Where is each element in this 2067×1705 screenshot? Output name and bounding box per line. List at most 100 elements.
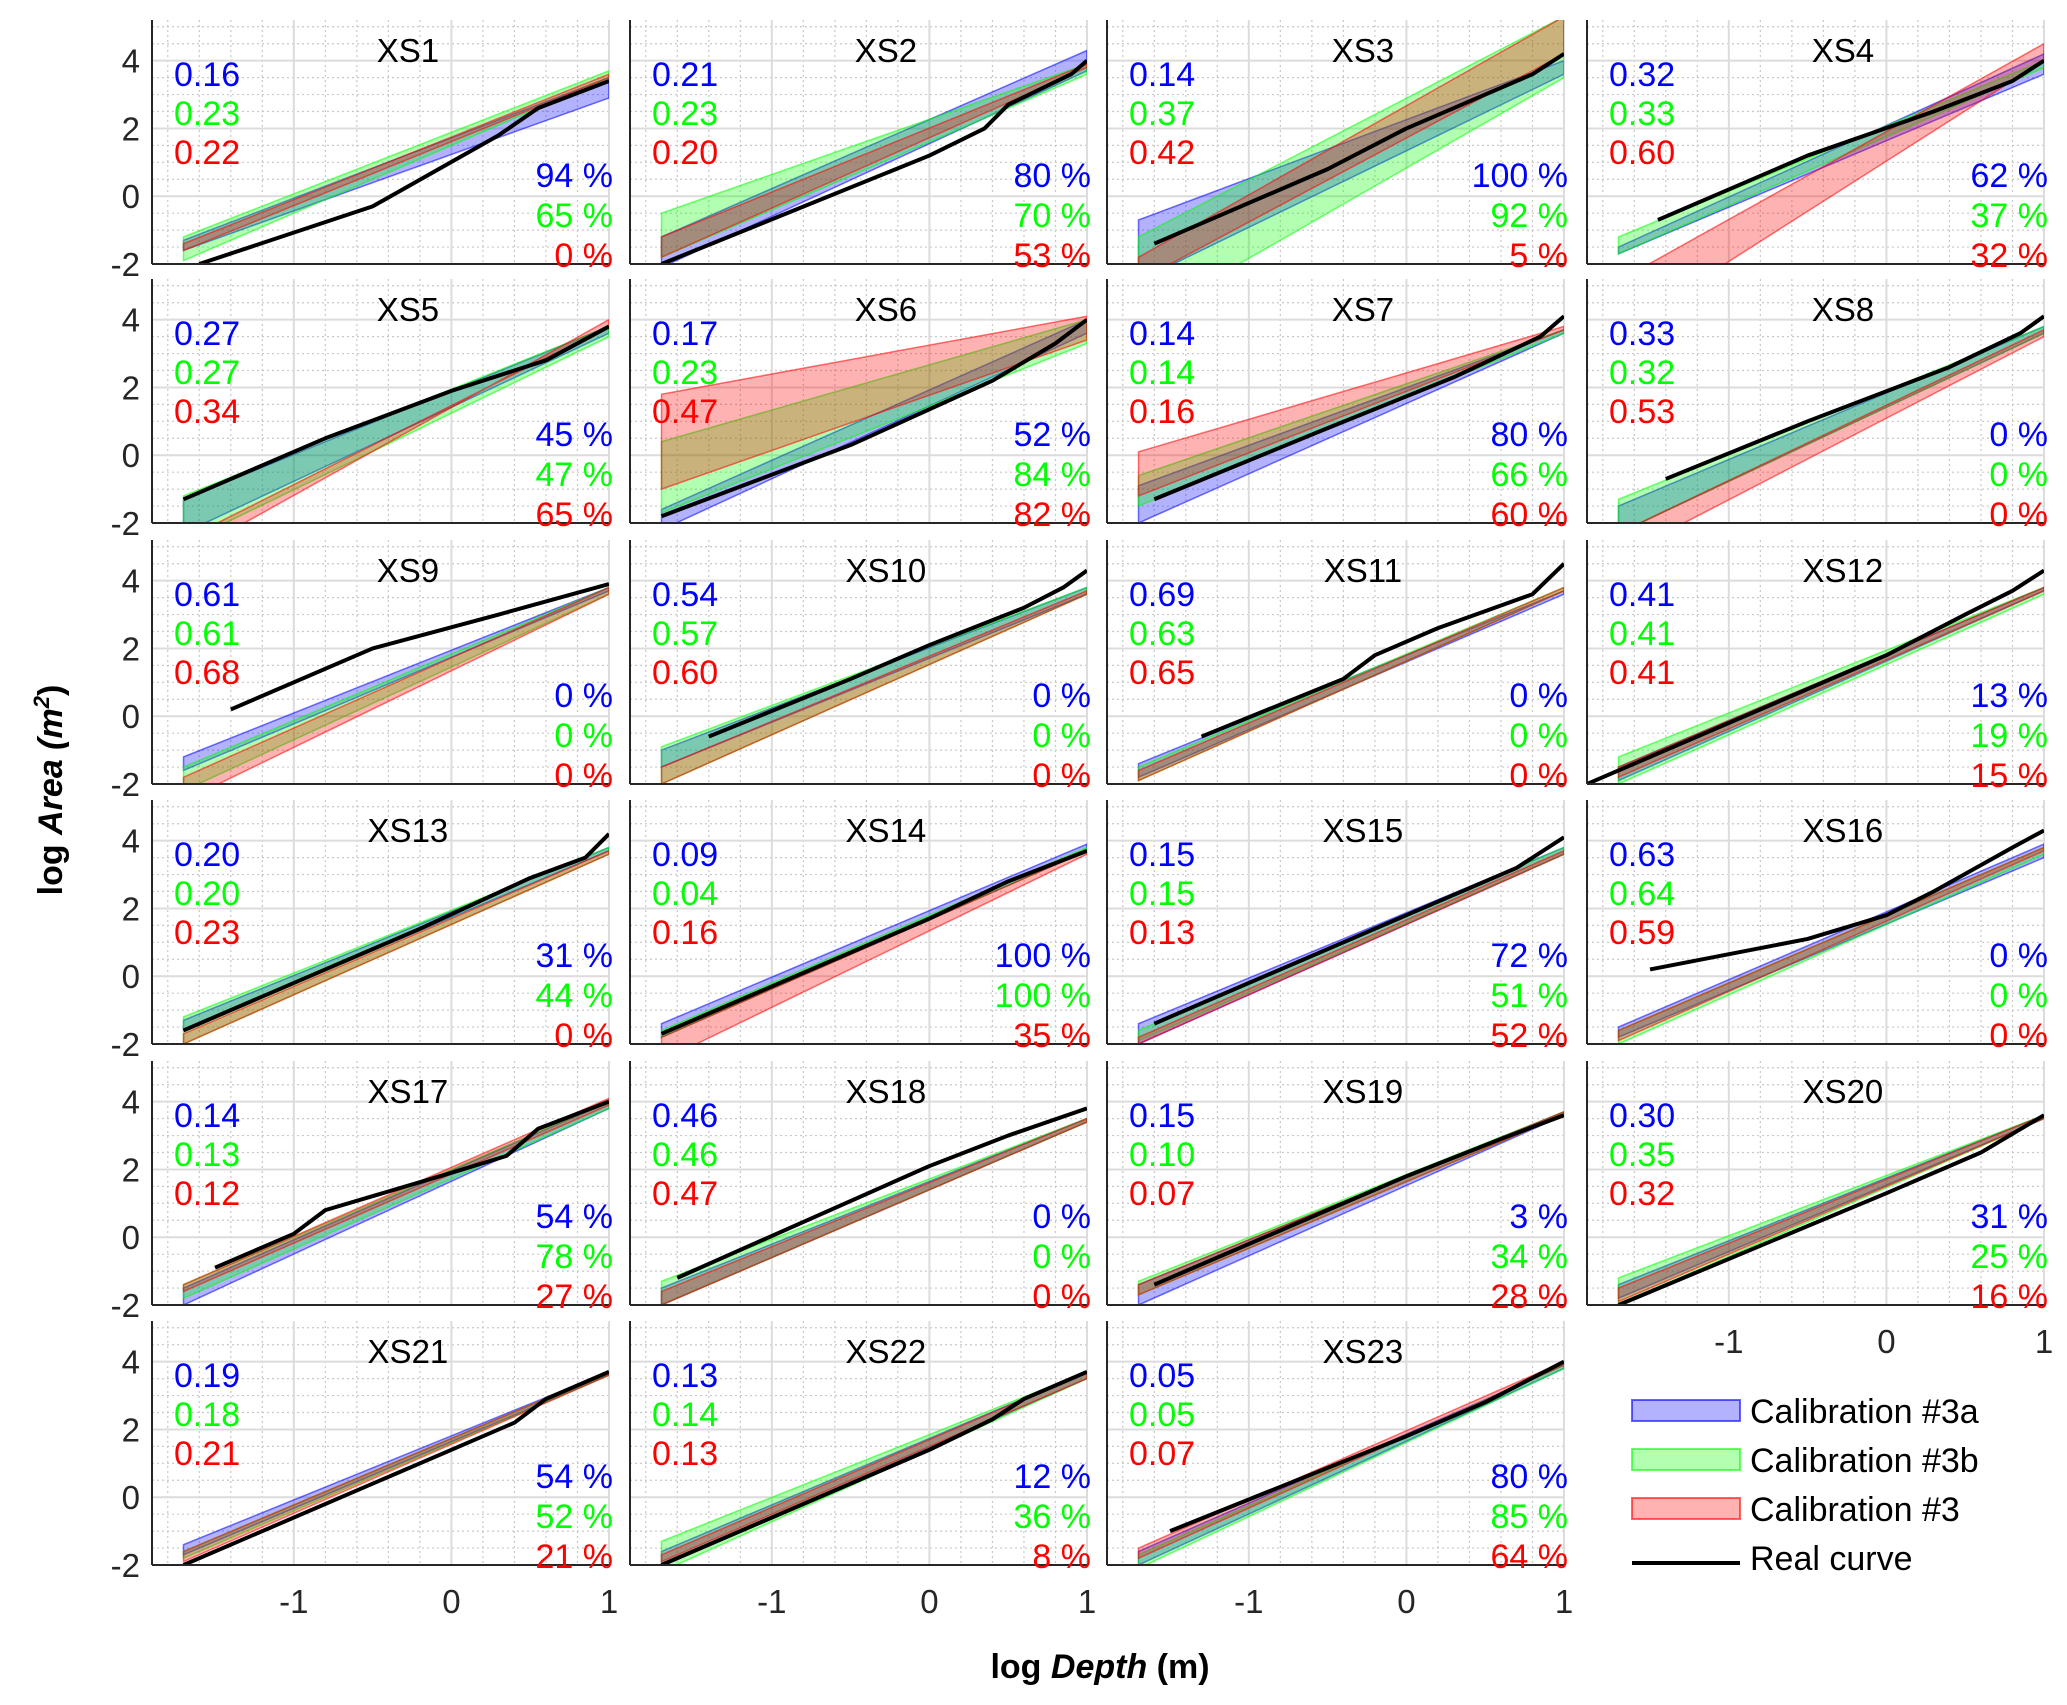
band-cal3 [1137,586,1564,782]
percent-cal3a: 0 % [1509,677,1568,715]
value-cal3a: 0.33 [1609,315,1675,353]
percent-cal3: 60 % [1491,496,1569,534]
band-cal3 [660,315,1087,491]
percent-cal3a: 100 % [995,937,1091,975]
y-tick-label: -2 [111,505,140,542]
real-curve [1200,562,1564,739]
y-tick-label: 4 [122,1344,140,1381]
value-cal3a: 0.61 [174,576,240,614]
y-axis-label: log Area (m2) [29,685,70,896]
value-cal3a: 0.19 [174,1357,240,1395]
percent-cal3: 0 % [554,237,613,275]
panel-plot-area [660,315,1087,523]
panel-plot-area [1617,1113,2044,1305]
band-cal3 [182,586,609,784]
percent-cal3a: 72 % [1491,937,1569,975]
value-cal3a: 0.41 [1609,576,1675,614]
x-axis-label: log Depth (m) [990,1648,1209,1686]
band-cal3 [1638,329,2044,523]
panel-title: XS10 [846,552,927,589]
panel-plot-area [1137,835,1564,1044]
percent-cal3: 0 % [1032,1278,1091,1316]
value-cal3: 0.16 [1129,393,1195,431]
percent-cal3b: 92 % [1491,197,1569,235]
band-cal3 [660,63,1087,259]
real-curve [1153,314,1564,502]
real-curve [1153,1113,1564,1287]
panel-xs4: XS4 0.320.330.60 62 %37 %32 % [1586,20,2049,275]
panel-plot-area [1587,568,2044,784]
value-cal3a: 0.14 [174,1097,240,1135]
value-cal3: 0.23 [174,914,240,952]
percent-cal3a: 94 % [536,157,614,195]
value-cal3b: 0.18 [174,1396,240,1434]
percent-cal3a: 0 % [554,677,613,715]
percent-cal3b: 19 % [1971,717,2049,755]
value-cal3b: 0.37 [1129,95,1195,133]
real-curve [1665,314,2044,481]
percent-cal3a: 80 % [1491,1458,1569,1496]
real-curve [182,324,609,502]
real-curve [198,79,609,264]
panel-plot-area [182,832,609,1044]
percent-cal3b: 44 % [536,977,614,1015]
panel-title: XS18 [846,1073,927,1110]
panel-title: XS1 [377,32,439,69]
value-cal3a: 0.14 [1129,315,1195,353]
panel-title: XS5 [377,291,439,328]
percent-cal3: 0 % [1509,757,1568,795]
value-cal3b: 0.15 [1129,875,1195,913]
x-tick-label: -1 [1234,1583,1263,1620]
value-cal3b: 0.64 [1609,875,1675,913]
band-cal3b [660,63,1087,259]
band-cal3 [1647,42,2044,264]
value-cal3: 0.13 [652,1435,718,1473]
x-tick-label: -1 [1714,1323,1743,1360]
panel-title: XS23 [1323,1333,1404,1370]
band-cal3 [660,590,1087,784]
percent-cal3b: 25 % [1971,1238,2049,1276]
value-cal3b: 0.41 [1609,615,1675,653]
x-tick-label: -1 [757,1583,786,1620]
value-cal3: 0.21 [174,1435,240,1473]
percent-cal3b: 78 % [536,1238,614,1276]
band-cal3 [660,850,1087,1044]
band-cal3 [182,850,609,1044]
percent-cal3b: 100 % [995,977,1091,1015]
legend-swatch-cal3 [1631,1497,1741,1520]
panel-title: XS19 [1323,1073,1404,1110]
y-tick-label: 0 [122,698,140,735]
y-tick-label: -2 [111,1287,140,1324]
real-curve [230,582,609,712]
panel-plot-area [1137,1359,1564,1565]
percent-cal3: 16 % [1971,1278,2049,1316]
value-cal3b: 0.27 [174,354,240,392]
x-tick-label: 0 [442,1583,460,1620]
value-cal3: 0.07 [1129,1435,1195,1473]
band-cal3b [1617,325,2044,523]
percent-cal3a: 80 % [1491,416,1569,454]
band-cal3 [182,73,609,252]
value-cal3b: 0.32 [1609,354,1675,392]
percent-cal3a: 62 % [1971,157,2049,195]
value-cal3b: 0.35 [1609,1136,1675,1174]
value-cal3: 0.47 [652,393,718,431]
panel-title: XS15 [1323,812,1404,849]
percent-cal3b: 37 % [1971,197,2049,235]
value-cal3b: 0.10 [1129,1136,1195,1174]
real-curve [660,1369,1087,1565]
percent-cal3: 21 % [536,1538,614,1576]
x-tick-label: 1 [1078,1583,1096,1620]
value-cal3a: 0.09 [652,836,718,874]
value-cal3a: 0.15 [1129,1097,1195,1135]
percent-cal3a: 12 % [1014,1458,1092,1496]
percent-cal3b: 51 % [1491,977,1569,1015]
real-curve [1657,58,2044,222]
real-curve [1649,828,2044,972]
y-tick-label: 2 [122,890,140,927]
